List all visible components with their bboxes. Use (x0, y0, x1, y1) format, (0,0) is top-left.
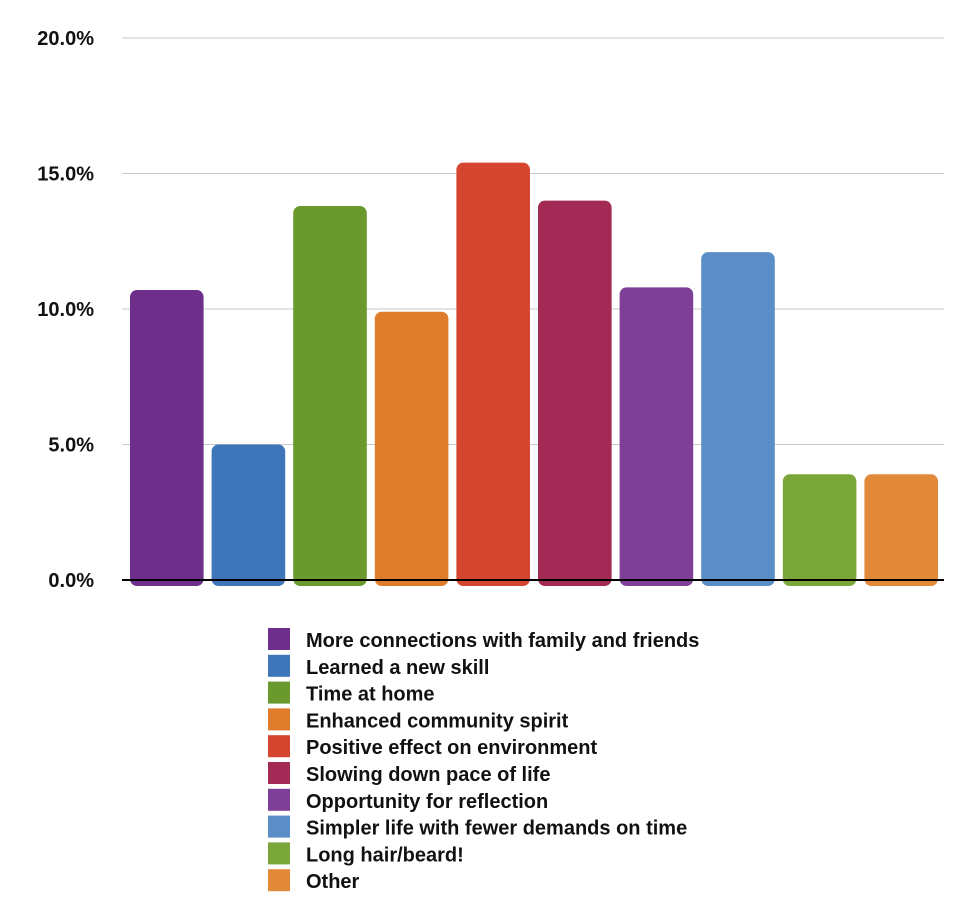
bar (130, 290, 204, 586)
legend-swatch (268, 681, 290, 704)
legend-swatch (268, 654, 290, 677)
legend-label: Opportunity for reflection (306, 791, 548, 813)
bar (293, 206, 367, 586)
legend-swatch (268, 788, 290, 811)
legend-label: Positive effect on environment (306, 737, 598, 759)
legend-label: Long hair/beard! (306, 844, 464, 866)
bar (456, 162, 530, 586)
bar (374, 311, 449, 586)
legend-swatch (268, 815, 290, 838)
y-tick-label: 5.0% (48, 435, 94, 457)
bars (130, 162, 938, 586)
legend: More connections with family and friends… (268, 628, 699, 893)
bar (538, 200, 612, 586)
legend-label: Other (306, 871, 360, 893)
legend-label: More connections with family and friends (306, 630, 699, 652)
y-axis-tick-labels: 0.0% 5.0% 10.0% 15.0% 20.0% (37, 28, 94, 592)
legend-swatch (268, 708, 290, 731)
bar (864, 474, 938, 586)
legend-label: Learned a new skill (306, 657, 489, 679)
bar (782, 474, 857, 586)
legend-swatch (268, 735, 290, 758)
legend-swatch (268, 628, 290, 650)
legend-label: Enhanced community spirit (306, 710, 569, 732)
legend-swatch (268, 869, 290, 892)
legend-label: Slowing down pace of life (306, 764, 550, 786)
bar (211, 444, 286, 586)
y-tick-label: 15.0% (37, 164, 94, 186)
y-tick-label: 0.0% (48, 570, 94, 592)
bar (701, 252, 775, 586)
legend-swatch (268, 842, 290, 865)
y-tick-label: 20.0% (37, 28, 94, 50)
y-tick-label: 10.0% (37, 299, 94, 321)
legend-swatch (268, 762, 290, 784)
legend-label: Time at home (306, 684, 435, 706)
bar (619, 287, 694, 586)
gridlines (122, 37, 944, 445)
legend-label: Simpler life with fewer demands on time (306, 818, 687, 840)
